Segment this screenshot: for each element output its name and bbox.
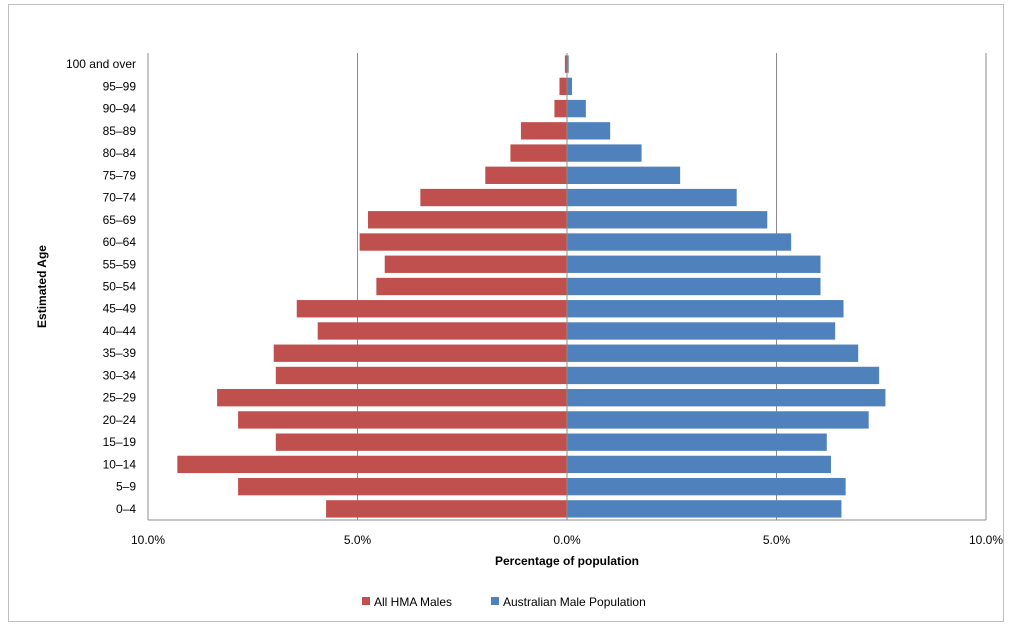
- bars: [177, 53, 886, 520]
- bar-australian-19: [567, 77, 573, 96]
- legend: All HMA Males Australian Male Population: [362, 595, 646, 609]
- bar-australian-12: [567, 233, 792, 251]
- y-axis-title: Estimated Age: [35, 245, 49, 328]
- y-tick-label: 5–9: [116, 480, 136, 494]
- x-tick-label: 0.0%: [553, 533, 581, 547]
- y-tick-label: 55–59: [103, 257, 137, 271]
- bar-hma-10: [376, 277, 567, 296]
- bar-australian-7: [567, 344, 859, 362]
- bar-australian-16: [567, 144, 642, 162]
- bar-hma-5: [217, 389, 567, 407]
- bar-hma-14: [420, 188, 567, 207]
- y-tick-label: 95–99: [103, 79, 137, 93]
- bar-hma-20: [564, 55, 567, 73]
- bar-hma-3: [275, 433, 567, 451]
- bar-hma-2: [177, 455, 567, 474]
- bar-australian-20: [567, 55, 569, 73]
- bar-australian-15: [567, 166, 681, 184]
- bar-australian-1: [567, 477, 846, 496]
- bar-australian-10: [567, 277, 821, 296]
- bar-australian-17: [567, 122, 611, 140]
- bar-australian-2: [567, 455, 831, 474]
- y-tick-label: 40–44: [103, 324, 137, 338]
- y-tick-label: 75–79: [103, 168, 137, 182]
- bar-australian-9: [567, 300, 844, 318]
- legend-swatch-0: [362, 597, 370, 605]
- y-tick-labels: 0–4 5–9 10–14 15–19 20–24 25–29 30–34 35–39 40–4…: [66, 57, 136, 516]
- x-tick-label: 10.0%: [131, 533, 165, 547]
- bar-hma-18: [554, 99, 567, 118]
- bar-hma-11: [384, 255, 567, 273]
- x-axis-title: Percentage of population: [495, 554, 639, 568]
- bar-australian-6: [567, 366, 880, 385]
- bar-hma-4: [238, 411, 567, 429]
- y-tick-label: 20–24: [103, 413, 137, 427]
- x-tick-labels: 10.0% 5.0% 0.0% 5.0% 10.0%: [131, 533, 1003, 547]
- x-tick-label: 10.0%: [969, 533, 1003, 547]
- legend-label-1: Australian Male Population: [503, 595, 646, 609]
- y-tick-label: 25–29: [103, 391, 137, 405]
- x-tick-label: 5.0%: [763, 533, 791, 547]
- bar-australian-13: [567, 211, 768, 229]
- y-tick-label: 0–4: [116, 502, 136, 516]
- bar-hma-17: [520, 122, 567, 140]
- bar-hma-1: [238, 477, 567, 496]
- bar-hma-15: [485, 166, 567, 184]
- y-tick-label: 10–14: [103, 457, 137, 471]
- bar-australian-18: [567, 99, 586, 118]
- y-tick-label: 60–64: [103, 235, 137, 249]
- bar-australian-0: [567, 500, 842, 518]
- legend-swatch-1: [491, 597, 499, 605]
- legend-label-0: All HMA Males: [374, 595, 452, 609]
- y-tick-label: 100 and over: [66, 57, 136, 71]
- bar-hma-12: [359, 233, 567, 251]
- x-tick-label: 5.0%: [344, 533, 372, 547]
- y-tick-label: 80–84: [103, 146, 137, 160]
- bar-hma-16: [510, 144, 567, 162]
- bar-australian-3: [567, 433, 827, 451]
- bar-australian-5: [567, 389, 886, 407]
- bar-australian-8: [567, 322, 836, 340]
- y-tick-label: 15–19: [103, 435, 137, 449]
- y-tick-label: 45–49: [103, 302, 137, 316]
- bar-hma-8: [317, 322, 567, 340]
- bar-hma-19: [559, 77, 567, 96]
- y-tick-label: 90–94: [103, 102, 137, 116]
- bar-australian-4: [567, 411, 869, 429]
- bar-hma-0: [326, 500, 567, 518]
- bar-australian-14: [567, 188, 737, 207]
- bar-hma-7: [273, 344, 567, 362]
- y-tick-label: 30–34: [103, 368, 137, 382]
- bar-hma-13: [367, 211, 567, 229]
- y-tick-label: 35–39: [103, 346, 137, 360]
- bar-hma-6: [275, 366, 567, 385]
- y-tick-label: 85–89: [103, 124, 137, 138]
- y-tick-label: 50–54: [103, 280, 137, 294]
- y-tick-label: 70–74: [103, 191, 137, 205]
- bar-australian-11: [567, 255, 821, 273]
- y-tick-label: 65–69: [103, 213, 137, 227]
- bar-hma-9: [296, 300, 567, 318]
